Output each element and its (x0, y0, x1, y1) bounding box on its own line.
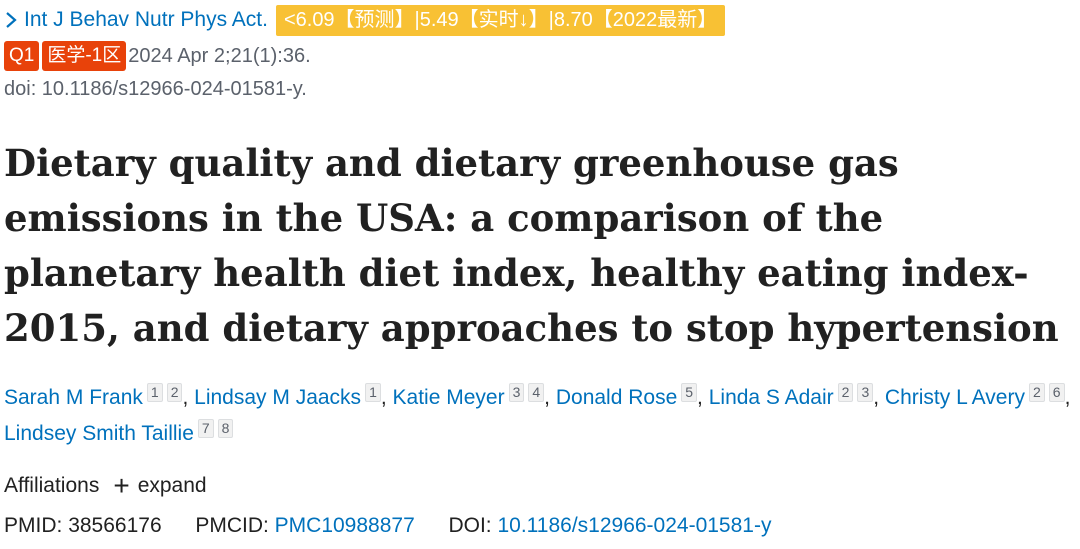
affiliation-ref[interactable]: 8 (217, 419, 234, 438)
author-separator: , (380, 386, 393, 409)
author-separator: , (697, 386, 709, 409)
expand-label: expand (137, 474, 207, 497)
affiliations-row: Affiliations + expand (4, 470, 207, 501)
affiliation-ref[interactable]: 2 (837, 383, 854, 402)
impact-factor-badge: <6.09【预测】|5.49【实时↓】|8.70【2022最新】 (275, 4, 726, 36)
citation-text: 2024 Apr 2;21(1):36. (128, 44, 311, 67)
affiliation-ref[interactable]: 5 (681, 383, 698, 402)
author-separator: , (1064, 386, 1071, 409)
pmcid-label: PMCID: (195, 514, 269, 537)
affiliation-ref[interactable]: 1 (146, 383, 163, 402)
author-separator: , (873, 386, 885, 409)
affiliation-ref[interactable]: 3 (508, 383, 525, 402)
author-link[interactable]: Katie Meyer (392, 386, 505, 409)
chevron-right-icon[interactable] (4, 6, 24, 34)
doi-label: DOI: (448, 514, 492, 537)
journal-row: Int J Behav Nutr Phys Act. <6.09【预测】|5.4… (4, 4, 726, 36)
pmid-value: 38566176 (68, 514, 162, 537)
identifiers-row: PMID: 38566176 PMCID: PMC10988877 DOI: 1… (4, 514, 771, 538)
author-list: Sarah M Frank 1 2, Lindsay M Jaacks 1, Kati… (4, 380, 1076, 452)
author-link[interactable]: Sarah M Frank (4, 386, 143, 409)
affiliation-ref[interactable]: 2 (166, 383, 183, 402)
author-separator: , (182, 386, 195, 409)
affiliation-ref[interactable]: 1 (365, 383, 381, 402)
pmcid-link[interactable]: PMC10988877 (274, 514, 415, 537)
plus-icon: + (113, 470, 130, 501)
author-link[interactable]: Linda S Adair (708, 386, 834, 409)
expand-affiliations-button[interactable]: + expand (113, 470, 207, 501)
article-title: Dietary quality and dietary greenhouse g… (4, 141, 1059, 350)
affiliation-ref[interactable]: 2 (1028, 383, 1045, 402)
doi-line: doi: 10.1186/s12966-024-01581-y. (4, 78, 307, 100)
pmid-label: PMID: (4, 514, 63, 537)
affiliation-ref[interactable]: 3 (857, 383, 874, 402)
zone-badge: 医学-1区 (42, 41, 127, 71)
affiliations-label: Affiliations (4, 474, 100, 497)
journal-link[interactable]: Int J Behav Nutr Phys Act. (24, 8, 268, 31)
citation-row: Q1 医学-1区 2024 Apr 2;21(1):36. (4, 40, 311, 72)
affiliation-ref[interactable]: 6 (1048, 383, 1065, 402)
affiliation-ref[interactable]: 7 (197, 419, 214, 438)
author-separator: , (544, 386, 556, 409)
quartile-badge: Q1 (4, 41, 40, 71)
affiliation-ref[interactable]: 4 (528, 383, 545, 402)
author-link[interactable]: Donald Rose (555, 386, 678, 409)
doi-link[interactable]: 10.1186/s12966-024-01581-y (497, 514, 772, 537)
author-link[interactable]: Lindsey Smith Taillie (4, 422, 194, 445)
author-link[interactable]: Lindsay M Jaacks (194, 386, 362, 409)
author-link[interactable]: Christy L Avery (884, 386, 1025, 409)
